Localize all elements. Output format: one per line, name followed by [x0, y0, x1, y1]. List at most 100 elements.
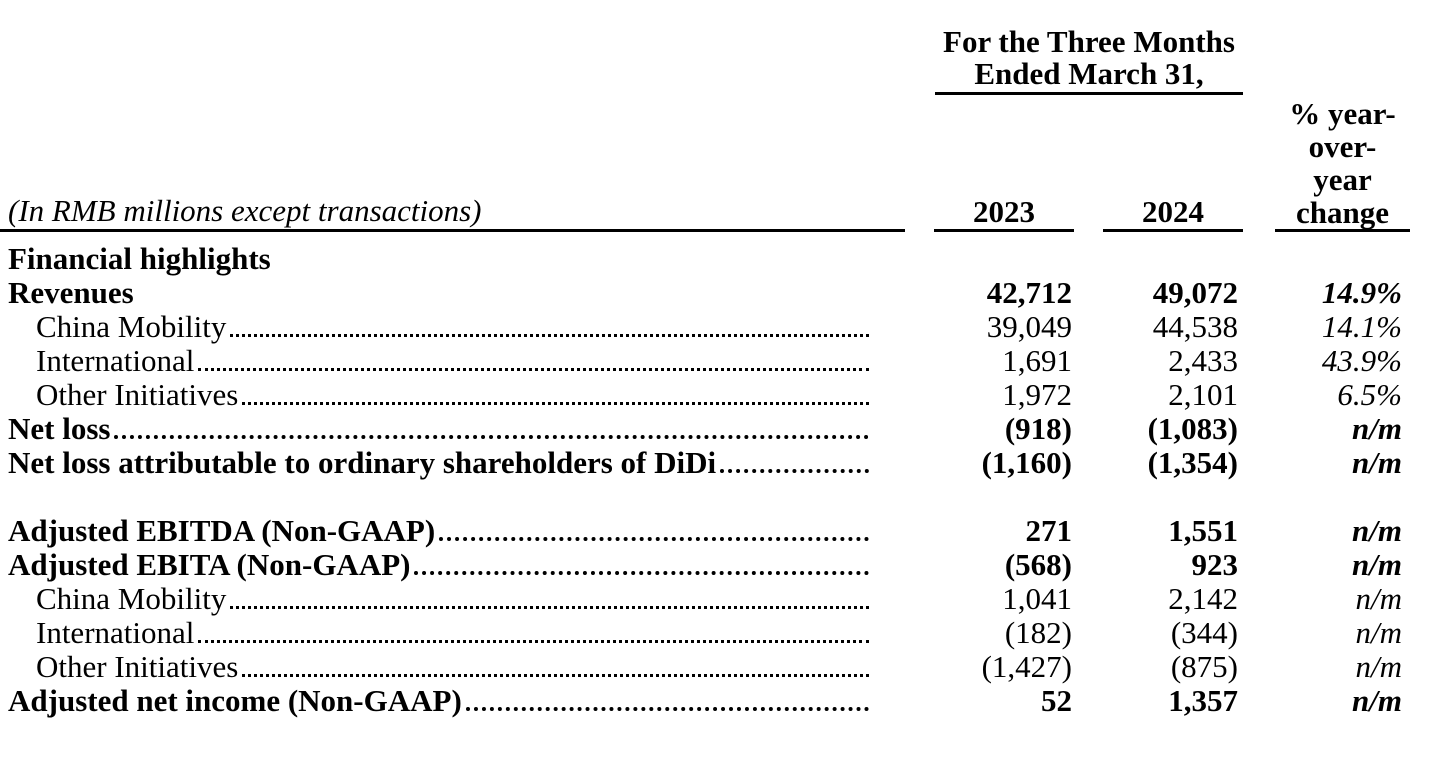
pct-header-line4: change	[1296, 195, 1389, 230]
period-header-line2: Ended March 31,	[974, 56, 1204, 91]
value-2024: (344)	[1170, 615, 1238, 650]
row-label-cell: Financial highlights	[0, 242, 905, 276]
row-label-cell: Other Initiatives	[0, 650, 905, 684]
value-2024: 2,433	[1168, 343, 1238, 378]
value-pct-change: 6.5%	[1337, 377, 1402, 412]
table-row: Adjusted EBITDA (Non-GAAP) 271 1,551 n/m	[0, 514, 1432, 548]
period-header: For the Three Months Ended March 31,	[935, 26, 1243, 95]
table-row: Other Initiatives (1,427) (875) n/m	[0, 650, 1432, 684]
table-body: Financial highlights Revenues 42,712 49,…	[0, 242, 1432, 718]
table-row: Other Initiatives 1,972 2,101 6.5%	[0, 378, 1432, 412]
value-2024: (1,083)	[1147, 411, 1238, 446]
value-pct-change: 14.9%	[1321, 275, 1402, 310]
row-label: China Mobility	[36, 581, 227, 616]
value-2024: 1,551	[1168, 513, 1238, 548]
period-header-line1: For the Three Months	[943, 24, 1235, 59]
value-2023: 1,041	[1002, 581, 1072, 616]
row-label-cell: Other Initiatives	[0, 378, 905, 412]
row-label-cell: Adjusted EBITA (Non-GAAP)	[0, 548, 905, 582]
row-label-cell: China Mobility	[0, 310, 905, 344]
dot-leader	[414, 548, 869, 575]
dot-leader	[230, 310, 869, 337]
value-2024: (875)	[1170, 649, 1238, 684]
value-2024: 1,357	[1168, 683, 1238, 718]
table-row: International 1,691 2,433 43.9%	[0, 344, 1432, 378]
value-2023: (182)	[1004, 615, 1072, 650]
column-header-2024: 2024	[1074, 194, 1243, 232]
dot-leader	[230, 582, 869, 609]
row-label-cell: China Mobility	[0, 582, 905, 616]
table-row: Revenues 42,712 49,072 14.9%	[0, 276, 1432, 310]
dot-leader	[198, 344, 869, 371]
value-2023: (918)	[1004, 411, 1072, 446]
value-2024: 49,072	[1152, 275, 1238, 310]
value-2024: 2,101	[1168, 377, 1238, 412]
value-pct-change: 14.1%	[1321, 309, 1402, 344]
dot-leader	[720, 446, 869, 473]
value-pct-change: 43.9%	[1321, 343, 1402, 378]
row-label-cell: International	[0, 344, 905, 378]
value-2023	[905, 242, 1074, 276]
table-row: Net loss (918) (1,083) n/m	[0, 412, 1432, 446]
row-label: Net loss	[8, 411, 111, 446]
value-2024: 2,142	[1168, 581, 1238, 616]
units-note: (In RMB millions except transactions)	[0, 193, 905, 232]
value-pct-change: n/m	[1352, 683, 1402, 718]
dot-leader	[275, 242, 869, 269]
row-label: Net loss attributable to ordinary shareh…	[8, 445, 717, 480]
column-header-2023-label: 2023	[934, 195, 1074, 232]
value-2023: 42,712	[986, 275, 1072, 310]
value-pct-change: n/m	[1352, 445, 1402, 480]
value-2023: 52	[1041, 683, 1072, 718]
pct-header-line3: year	[1313, 162, 1372, 197]
value-2023: 1,972	[1002, 377, 1072, 412]
table-row: Adjusted EBITA (Non-GAAP) (568) 923 n/m	[0, 548, 1432, 582]
pct-header-line2: over-	[1308, 129, 1377, 164]
value-2023: 271	[1025, 513, 1073, 548]
row-label-cell: Revenues	[0, 276, 905, 310]
value-2023: 1,691	[1002, 343, 1072, 378]
value-pct-change: n/m	[1355, 615, 1403, 650]
value-pct-change: n/m	[1352, 411, 1402, 446]
row-label: Adjusted EBITA (Non-GAAP)	[8, 547, 411, 582]
header-spacer	[905, 95, 1243, 194]
value-pct-change: n/m	[1352, 547, 1402, 582]
table-row: China Mobility 39,049 44,538 14.1%	[0, 310, 1432, 344]
row-label: Other Initiatives	[36, 649, 239, 684]
row-label-cell: International	[0, 616, 905, 650]
value-2023: (568)	[1004, 547, 1072, 582]
row-label: Financial highlights	[8, 241, 271, 276]
row-label-cell: Adjusted EBITDA (Non-GAAP)	[0, 514, 905, 548]
column-header-pct-change: % year- over- year change	[1243, 97, 1432, 232]
row-label: Adjusted EBITDA (Non-GAAP)	[8, 513, 436, 548]
pct-header-line1: % year-	[1289, 96, 1396, 131]
dot-leader	[242, 378, 869, 405]
value-2023: 39,049	[986, 309, 1072, 344]
column-header-2024-label: 2024	[1103, 195, 1243, 232]
dot-leader	[198, 616, 869, 643]
row-label: International	[36, 343, 195, 378]
table-row: Adjusted net income (Non-GAAP) 52 1,357 …	[0, 684, 1432, 718]
period-column-group: For the Three Months Ended March 31, 202…	[905, 26, 1243, 232]
column-header-pct-change-label: % year- over- year change	[1275, 97, 1410, 232]
value-pct-change: n/m	[1355, 581, 1403, 616]
table-row: China Mobility 1,041 2,142 n/m	[0, 582, 1432, 616]
dot-leader	[114, 412, 869, 439]
table-header: (In RMB millions except transactions) Fo…	[0, 26, 1432, 232]
table-row: Financial highlights	[0, 242, 1432, 276]
dot-leader	[138, 276, 869, 303]
row-label-cell: Net loss	[0, 412, 905, 446]
value-pct-change: n/m	[1352, 513, 1402, 548]
row-label: Adjusted net income (Non-GAAP)	[8, 683, 462, 718]
year-columns-row: 2023 2024	[905, 194, 1243, 232]
value-pct-change: n/m	[1355, 649, 1403, 684]
row-label: Other Initiatives	[36, 377, 239, 412]
value-2023: (1,160)	[981, 445, 1072, 480]
value-pct-change	[1243, 242, 1432, 276]
table-row: International (182) (344) n/m	[0, 616, 1432, 650]
row-label: Revenues	[8, 275, 134, 310]
row-label-cell: Net loss attributable to ordinary shareh…	[0, 446, 905, 480]
value-2024: (1,354)	[1147, 445, 1238, 480]
spacer-row	[0, 480, 1432, 514]
row-label: China Mobility	[36, 309, 227, 344]
